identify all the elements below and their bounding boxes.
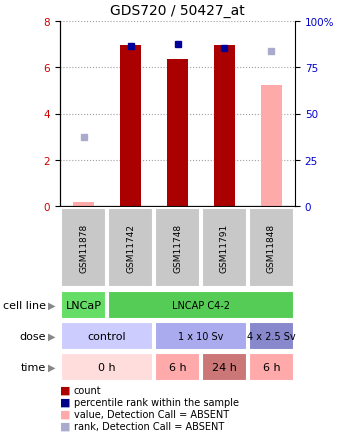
Bar [108,209,153,287]
Text: 24 h: 24 h [212,362,237,372]
Text: dose: dose [20,331,46,341]
Text: cell line: cell line [3,300,46,310]
Bar [155,322,247,350]
Text: value, Detection Call = ABSENT: value, Detection Call = ABSENT [74,409,229,419]
Bar [61,353,153,381]
Text: GSM11791: GSM11791 [220,224,229,273]
Text: GSM11748: GSM11748 [173,224,182,273]
Text: 4 x 2.5 Sv: 4 x 2.5 Sv [247,331,296,341]
Text: 6 h: 6 h [169,362,186,372]
Bar [61,322,153,350]
Bar [155,209,200,287]
Bar [249,353,294,381]
Text: GSM11848: GSM11848 [267,224,276,273]
Text: ▶: ▶ [48,331,55,341]
Bar [202,209,247,287]
Text: GSM11742: GSM11742 [126,224,135,273]
Text: time: time [21,362,46,372]
Bar [61,292,106,319]
Bar [61,209,106,287]
Bar [120,46,141,207]
Text: ▶: ▶ [48,300,55,310]
Title: GDS720 / 50427_at: GDS720 / 50427_at [110,4,245,18]
Bar [73,202,94,207]
Bar [202,353,247,381]
Bar [261,85,282,207]
Bar [155,353,200,381]
Text: 6 h: 6 h [263,362,280,372]
Bar [214,46,235,207]
Text: LNCAP C4-2: LNCAP C4-2 [172,300,230,310]
Text: count: count [74,385,102,395]
Text: ■: ■ [60,397,71,407]
Text: ■: ■ [60,385,71,395]
Text: ▶: ▶ [48,362,55,372]
Bar [167,60,188,207]
Bar [249,322,294,350]
Bar [249,209,294,287]
Text: 0 h: 0 h [98,362,116,372]
Bar [108,292,294,319]
Text: 1 x 10 Sv: 1 x 10 Sv [178,331,224,341]
Text: percentile rank within the sample: percentile rank within the sample [74,397,239,407]
Text: LNCaP: LNCaP [66,300,102,310]
Text: rank, Detection Call = ABSENT: rank, Detection Call = ABSENT [74,421,224,431]
Text: ■: ■ [60,409,71,419]
Text: ■: ■ [60,421,71,431]
Text: control: control [88,331,126,341]
Text: GSM11878: GSM11878 [79,224,88,273]
